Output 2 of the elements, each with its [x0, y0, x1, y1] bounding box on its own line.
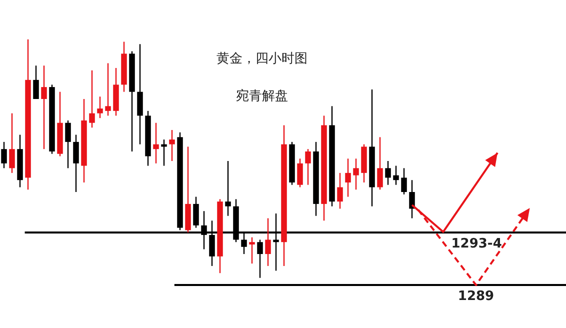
text: 宛青解盘: [236, 88, 288, 104]
text: 黄金，四小时图: [216, 51, 308, 66]
